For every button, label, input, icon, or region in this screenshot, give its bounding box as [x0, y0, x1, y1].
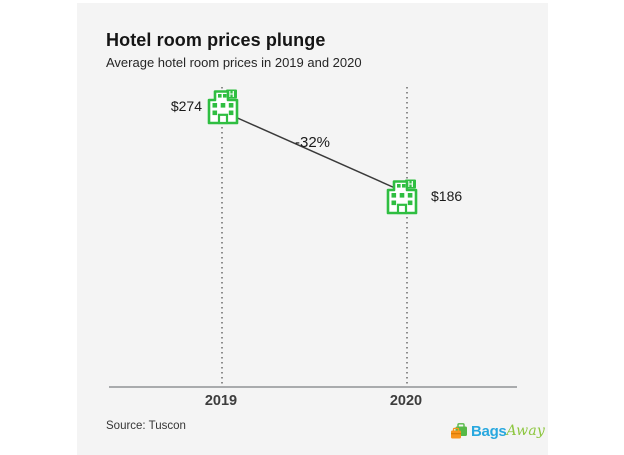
gridline-2019: [221, 87, 223, 386]
chart-panel: Hotel room prices plunge Average hotel r…: [77, 3, 548, 455]
hotel-icon-2019: H: [207, 89, 239, 125]
x-tick-2020: 2020: [389, 393, 423, 409]
chart-title: Hotel room prices plunge: [106, 30, 326, 50]
percent-change-label: -32%: [295, 134, 331, 151]
hotel-icon-2020: H: [386, 179, 418, 215]
logo-text-away: Away: [506, 423, 546, 439]
x-tick-2019: 2019: [204, 393, 238, 409]
value-label-2020: $186: [431, 188, 463, 204]
x-axis-line: [109, 386, 517, 388]
hotel-flag-letter: H: [229, 90, 235, 99]
luggage-icon: [451, 423, 467, 439]
source-note: Source: Tuscon: [106, 420, 186, 432]
chart-subtitle: Average hotel room prices in 2019 and 20…: [106, 55, 362, 70]
hotel-flag-letter: H: [408, 180, 414, 189]
trend-line: [232, 115, 396, 189]
brand-logo: Bags Away: [449, 422, 545, 440]
gridline-2020: [406, 87, 408, 386]
value-label-2019: $274: [170, 98, 202, 114]
logo-text-bags: Bags: [471, 422, 507, 440]
